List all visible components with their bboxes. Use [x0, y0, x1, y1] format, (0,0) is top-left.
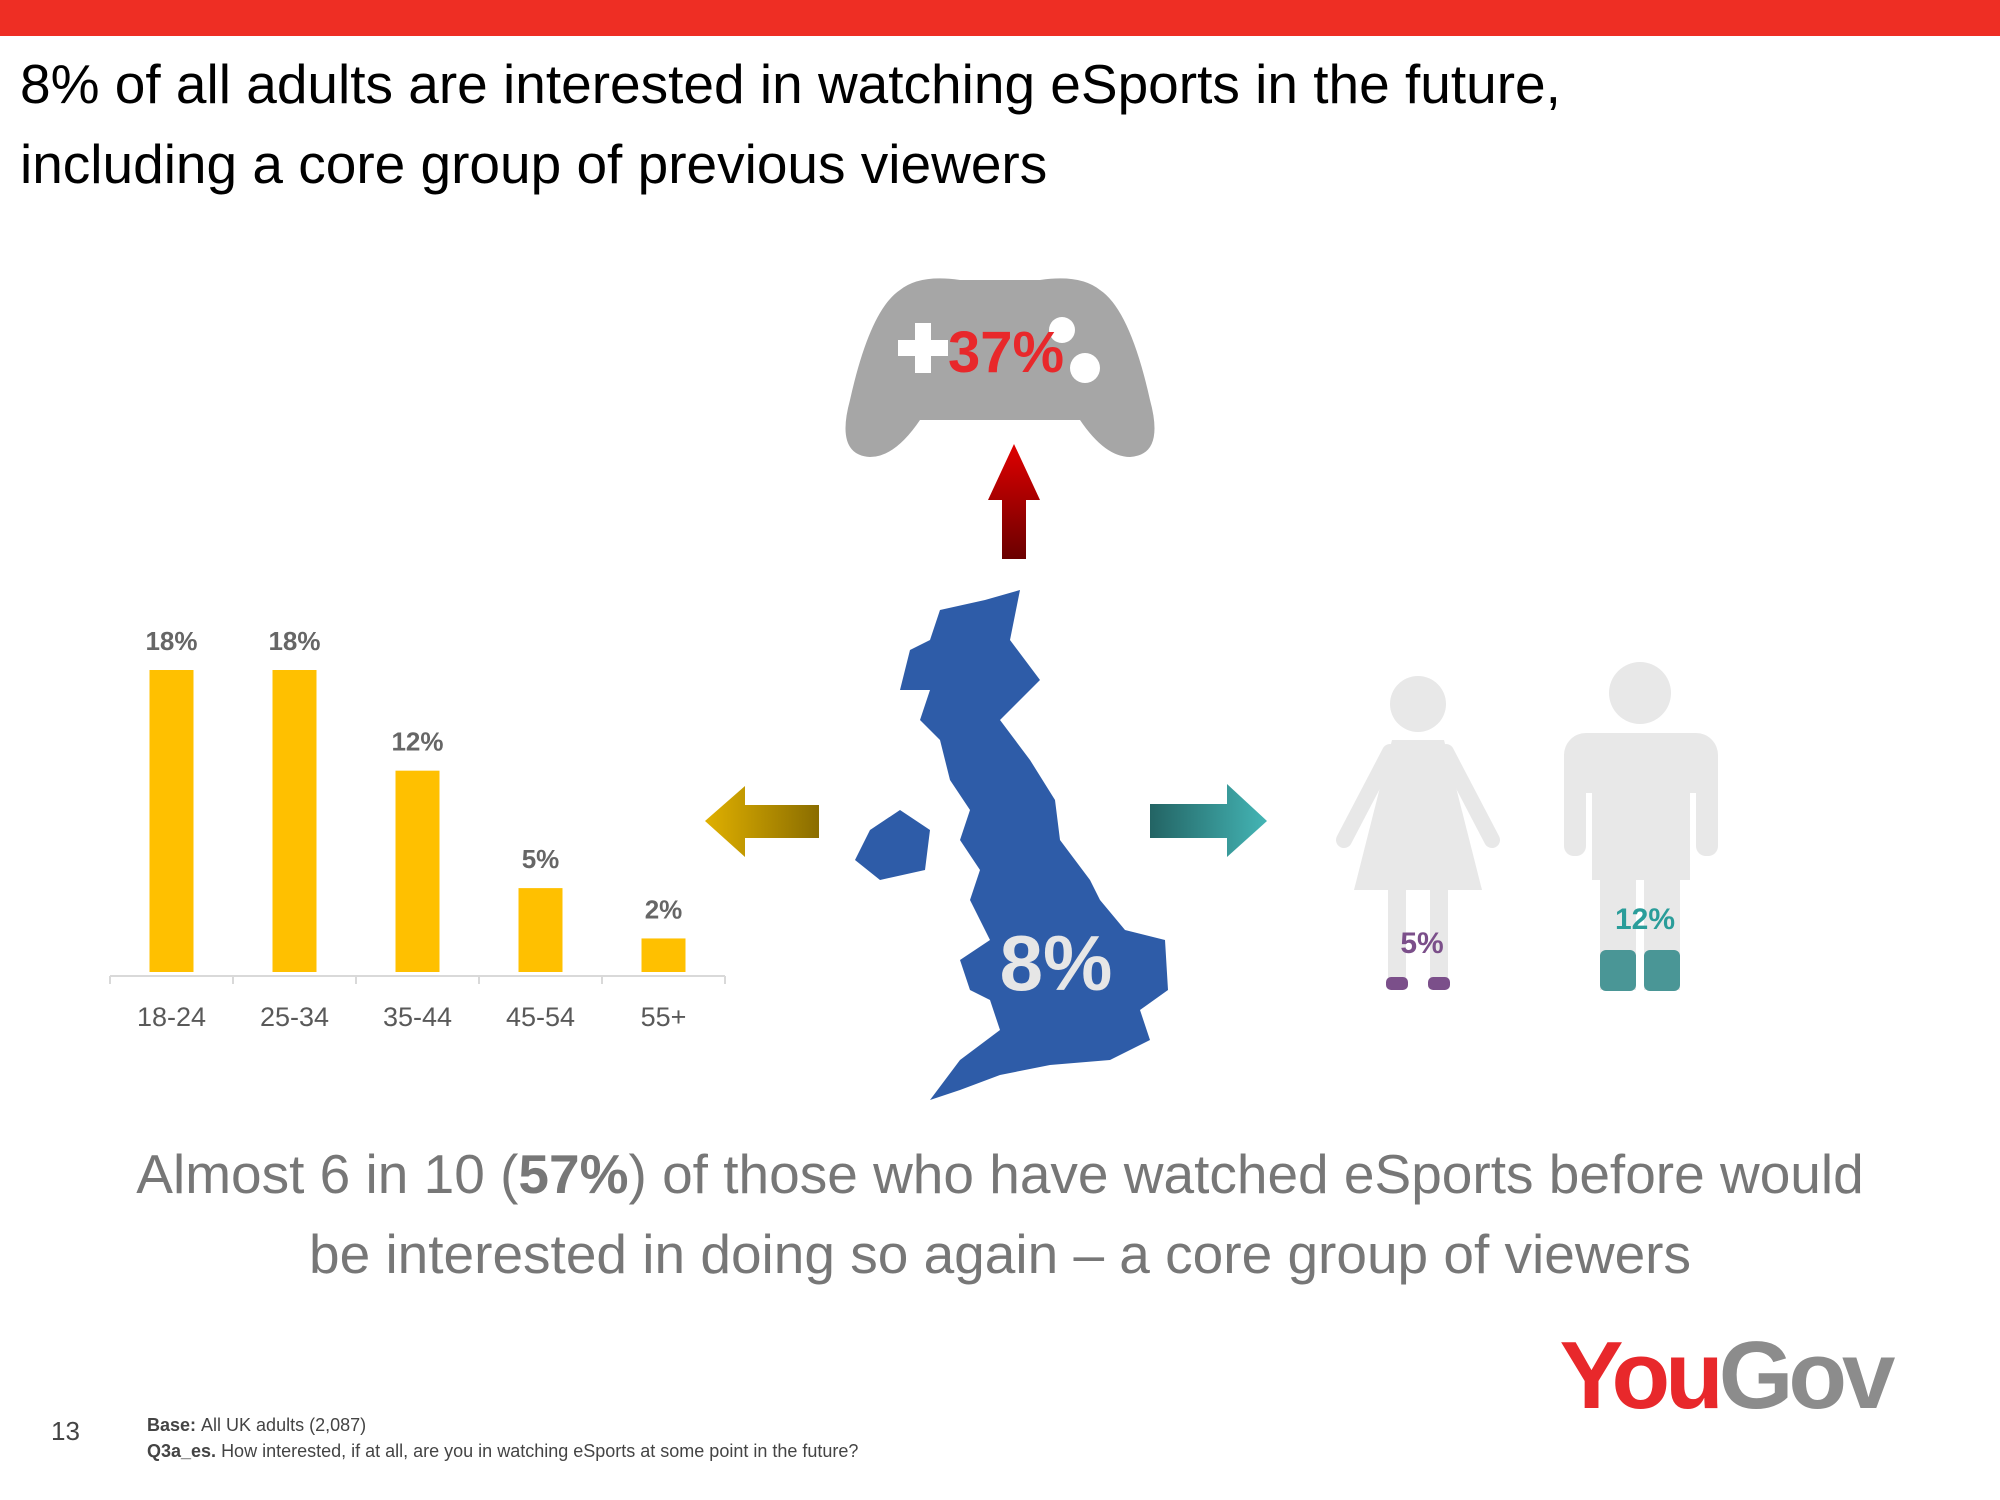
controller-label: 37%: [948, 320, 1064, 385]
map-label: 8%: [1000, 919, 1113, 1007]
logo-you: You: [1560, 1322, 1719, 1429]
bar: [641, 938, 686, 972]
value-label: 12%: [391, 727, 443, 757]
takeaway-text: Almost 6 in 10 (: [136, 1143, 518, 1205]
value-label: 2%: [645, 894, 683, 924]
logo-gov: Gov: [1719, 1322, 1895, 1429]
bar: [149, 670, 194, 972]
footnote: Base: All UK adults (2,087): [147, 1415, 366, 1435]
page-number: 13: [51, 1416, 80, 1446]
bar: [272, 670, 317, 972]
footnote-label: Base:: [147, 1415, 196, 1435]
title-line: 8% of all adults are interested in watch…: [20, 53, 1561, 115]
footnote-text: How interested, if at all, are you in wa…: [221, 1441, 858, 1461]
value-label: 18%: [268, 626, 320, 656]
male-label: 12%: [1615, 903, 1675, 936]
value-label: 5%: [522, 844, 560, 874]
x-tick-label: 18-24: [137, 1002, 206, 1032]
left-arrow: [705, 786, 819, 857]
x-tick-label: 35-44: [383, 1002, 452, 1032]
male-icon: [1564, 662, 1718, 991]
bar: [518, 888, 563, 972]
title-line: including a core group of previous viewe…: [20, 133, 1047, 195]
value-label: 18%: [145, 626, 197, 656]
logo: YouGov: [1560, 1322, 1896, 1429]
footnote-text: All UK adults (2,087): [201, 1415, 366, 1435]
uk-map: [855, 590, 1168, 1100]
footnote: Q3a_es. How interested, if at all, are yo…: [147, 1441, 858, 1461]
right-arrow: [1150, 784, 1267, 857]
x-tick-label: 25-34: [260, 1002, 329, 1032]
takeaway-line: Almost 6 in 10 (57%) of those who have w…: [136, 1143, 1863, 1205]
top-bar: [0, 0, 2000, 36]
x-tick-label: 45-54: [506, 1002, 575, 1032]
takeaway-highlight: 57%: [518, 1143, 628, 1205]
bar: [395, 770, 440, 972]
footnote-label: Q3a_es.: [147, 1441, 216, 1461]
controller-icon: [845, 278, 1155, 457]
female-label: 5%: [1400, 927, 1443, 960]
takeaway-line: be interested in doing so again – a core…: [309, 1223, 1691, 1285]
up-arrow: [988, 444, 1040, 559]
female-icon: [1336, 676, 1500, 990]
takeaway-text: ) of those who have watched eSports befo…: [629, 1143, 1864, 1205]
x-tick-label: 55+: [641, 1002, 687, 1032]
